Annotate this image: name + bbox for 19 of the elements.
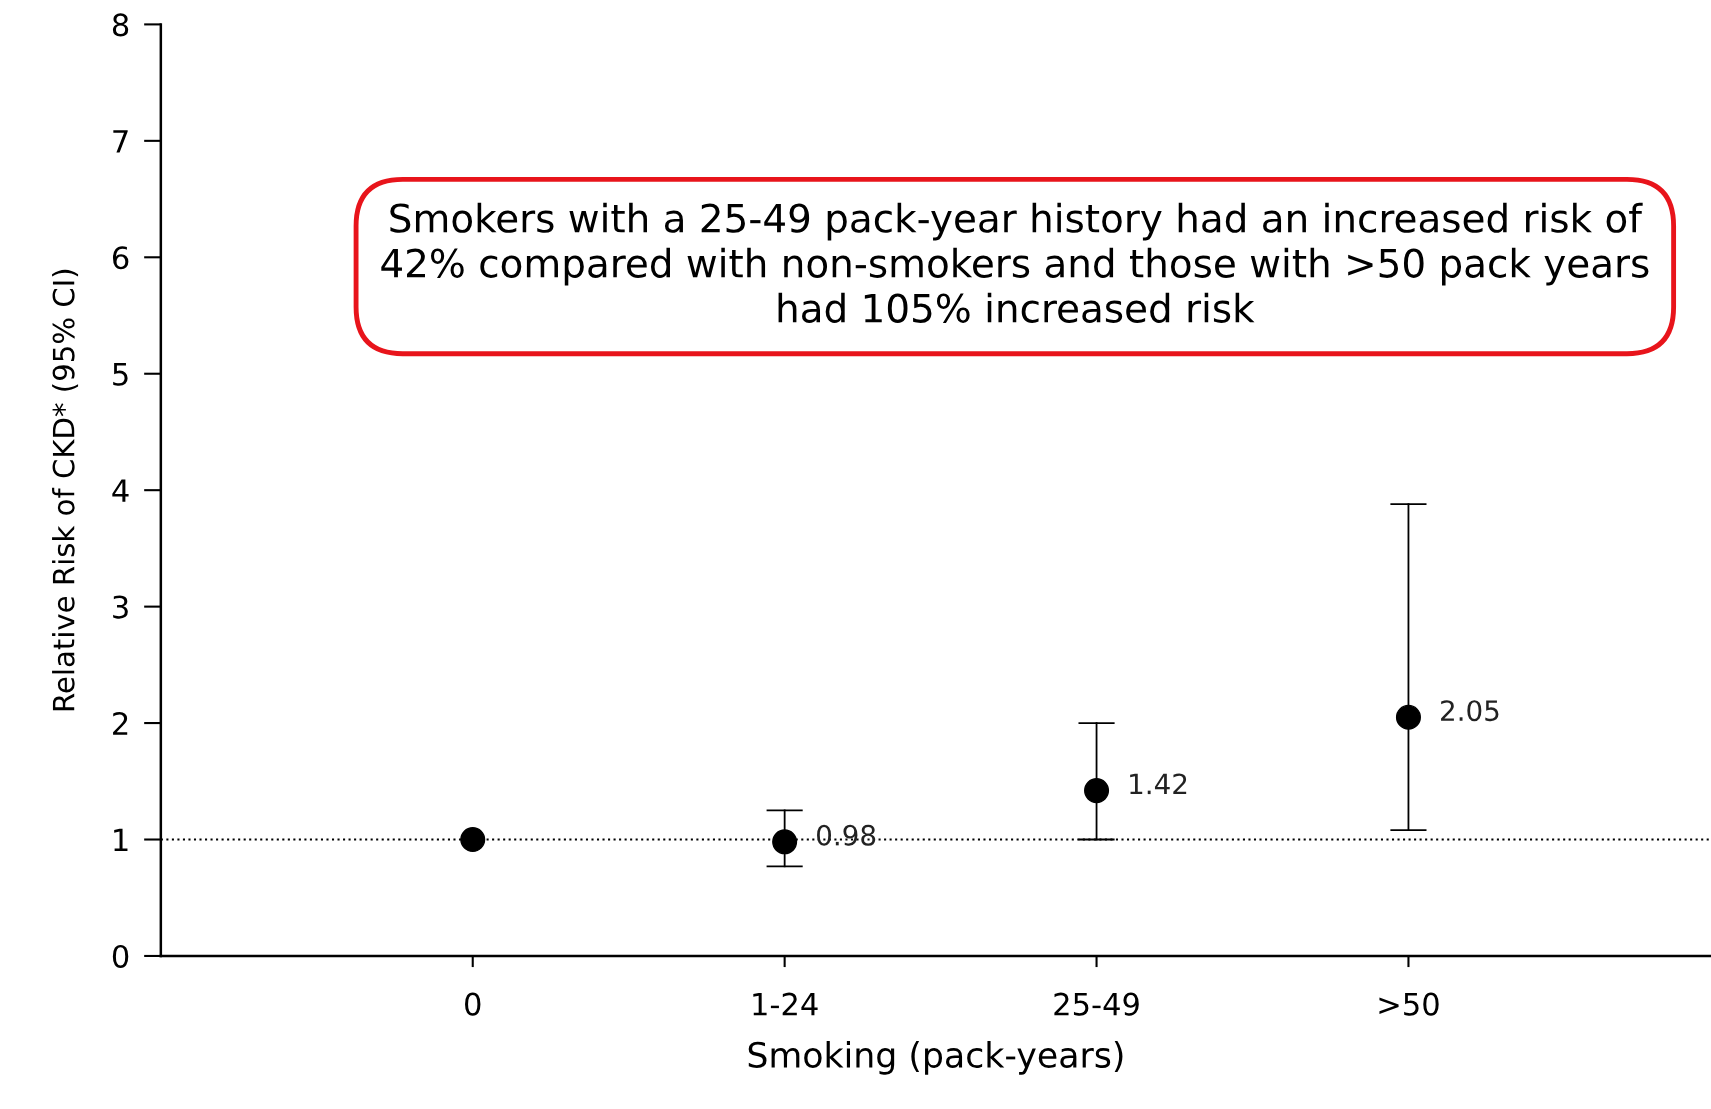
y-tick-label: 5 (113, 363, 128, 386)
annotation: Smokers with a 25-49 pack-year history had an increased risk of 42% compared with non-smokers and those with >50 pack years had 105% increased risk (381, 202, 1649, 323)
y-tick-label: 3 (113, 595, 128, 619)
data-label: 0.98 (817, 824, 876, 846)
y-tick-label: 7 (113, 130, 128, 153)
y-tick-label: 4 (112, 479, 129, 502)
y-tick-label: 0 (112, 944, 129, 968)
y-tick-label: 8 (112, 13, 129, 37)
data-label: 1.42 (1130, 773, 1187, 795)
data-label: 2.05 (1441, 700, 1499, 722)
x-tick-label: 25-49 (1054, 992, 1139, 1016)
x-tick-label: 0 (465, 992, 481, 1016)
y-axis-title: Relative Risk of CKD* (95% CI) (52, 269, 79, 711)
x-tick-label: 1-24 (753, 992, 818, 1016)
x-tick-label: >50 (1379, 992, 1439, 1016)
y-tick-label: 6 (112, 246, 129, 270)
x-axis-title: Smoking (pack-years) (748, 1041, 1123, 1075)
y-tick-label: 2 (113, 712, 128, 735)
y-tick-label: 1 (114, 828, 128, 852)
